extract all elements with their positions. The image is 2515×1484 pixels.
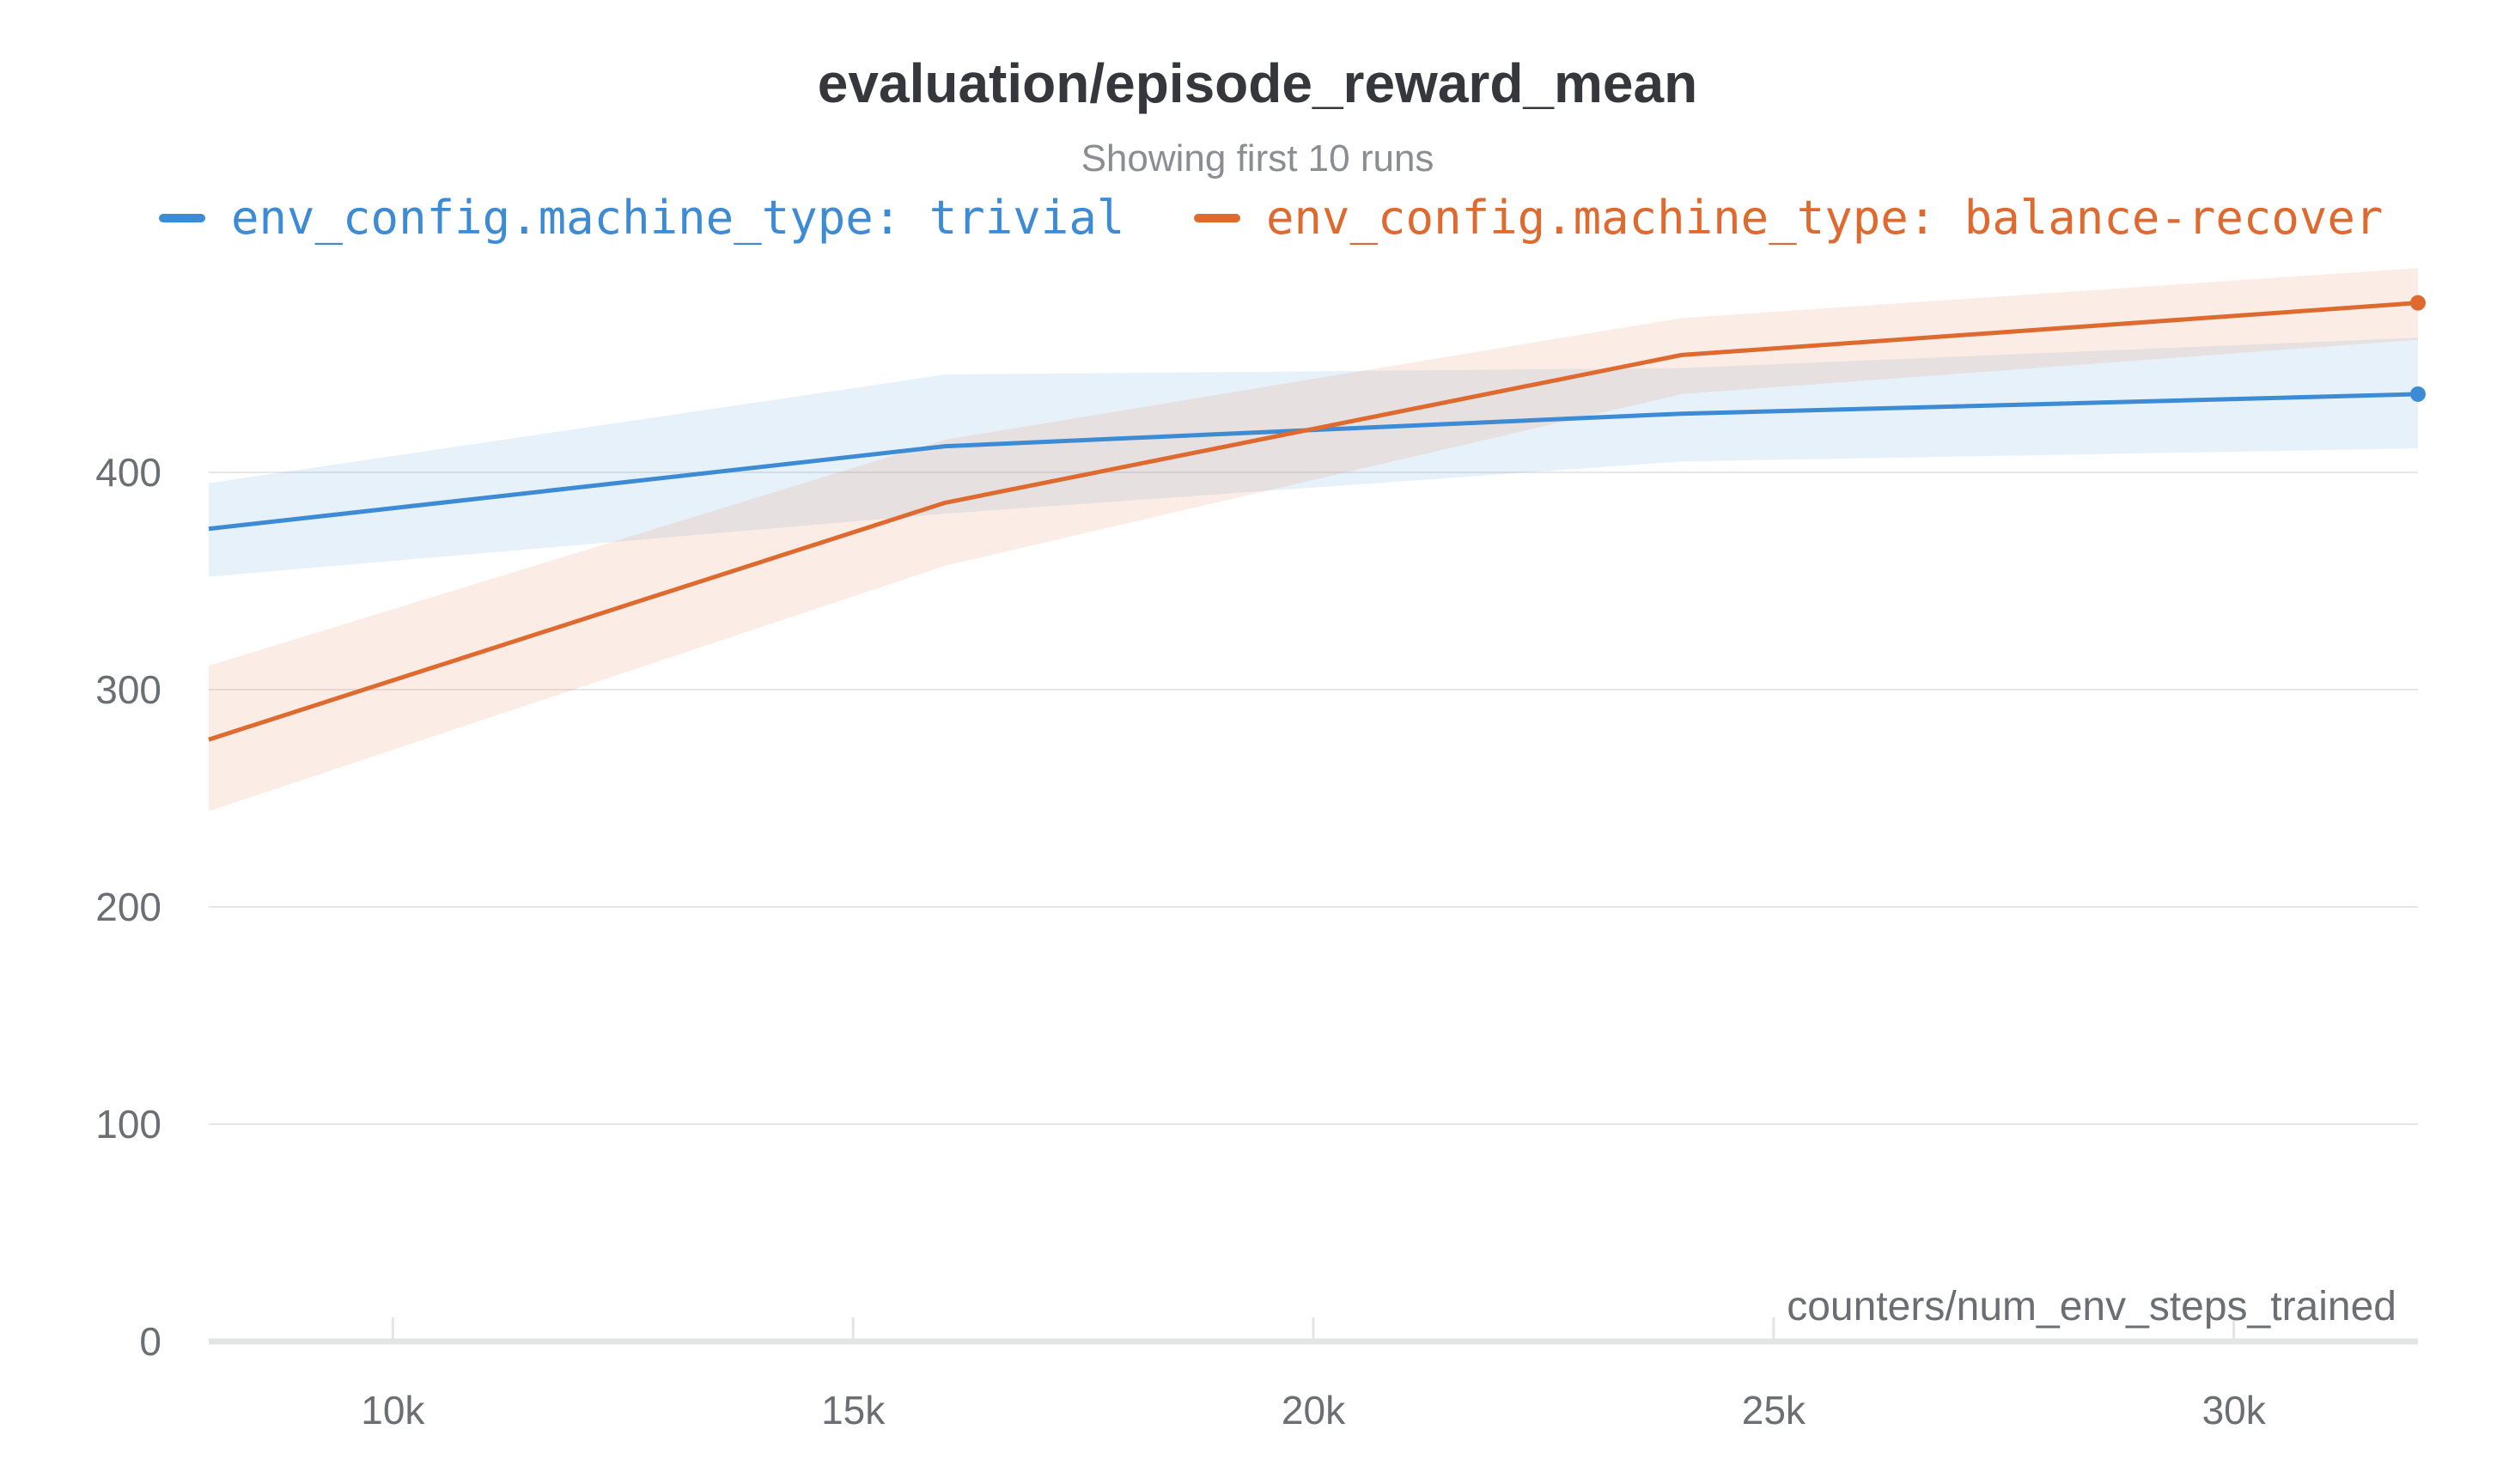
- x-axis-title: counters/num_env_steps_trained: [1787, 1284, 2396, 1329]
- legend-label-trivial: env_config.machine_type: trivial: [231, 191, 1125, 245]
- y-tick-label: 100: [95, 1102, 161, 1146]
- gridlines: [209, 471, 2418, 1125]
- confidence-band-0: [209, 338, 2418, 577]
- y-tick-label: 0: [139, 1319, 161, 1364]
- confidence-bands: [209, 268, 2418, 812]
- chart-subtitle: Showing first 10 runs: [1081, 137, 1434, 179]
- x-tick-label: 10k: [361, 1388, 425, 1432]
- series-end-point-1[interactable]: [2410, 295, 2426, 311]
- series-lines: [208, 295, 2426, 742]
- series-end-point-0[interactable]: [2410, 386, 2426, 402]
- axes: 0 100 200 300 400 10k 15k 20k 25k 30k: [95, 450, 2418, 1432]
- legend-swatch-trivial: [159, 213, 205, 222]
- y-tick-label: 300: [95, 667, 161, 712]
- x-tick-label: 15k: [821, 1388, 886, 1432]
- x-tick-label: 25k: [1742, 1388, 1806, 1432]
- y-tick-label: 400: [95, 450, 161, 495]
- chart-title: evaluation/episode_reward_mean: [817, 52, 1698, 114]
- x-tick-label: 20k: [1282, 1388, 1346, 1432]
- legend-label-balance-recover: env_config.machine_type: balance-recover: [1266, 191, 2384, 245]
- x-tick-label: 30k: [2202, 1388, 2267, 1432]
- legend-item-trivial[interactable]: env_config.machine_type: trivial: [159, 191, 1124, 245]
- legend: env_config.machine_type: trivial env_con…: [0, 191, 2515, 251]
- series-line-1[interactable]: [208, 301, 2419, 742]
- confidence-band-1: [209, 268, 2418, 812]
- legend-swatch-balance-recover: [1194, 213, 1240, 222]
- legend-item-balance-recover[interactable]: env_config.machine_type: balance-recover: [1194, 191, 2383, 245]
- y-tick-label: 200: [95, 885, 161, 929]
